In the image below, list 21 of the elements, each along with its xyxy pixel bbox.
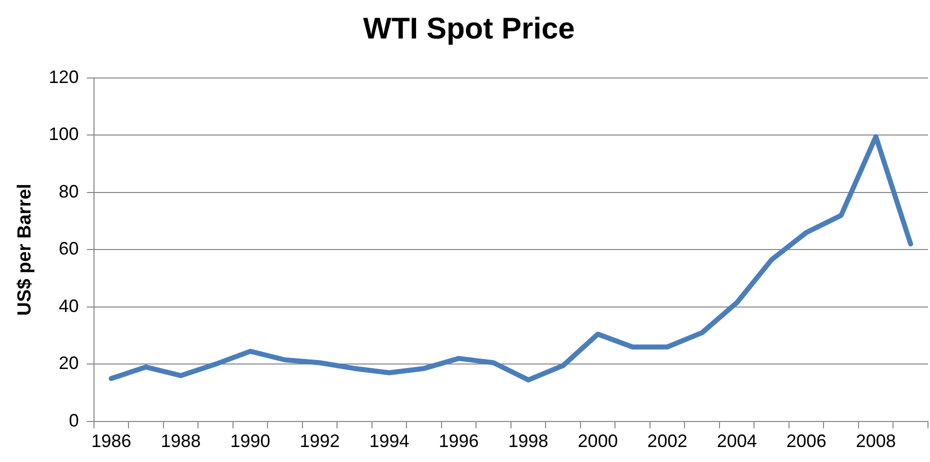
y-axis-title: US$ per Barrel	[14, 184, 36, 316]
y-tick-label: 20	[58, 353, 79, 374]
chart-title: WTI Spot Price	[363, 12, 575, 46]
y-tick-label: 120	[48, 66, 79, 87]
x-tick-label: 1996	[438, 431, 479, 452]
x-tick-label: 1986	[91, 431, 132, 452]
x-tick-label: 2000	[578, 431, 618, 452]
y-tick-label: 80	[58, 181, 79, 202]
y-tick-label: 60	[58, 238, 79, 259]
x-tick-label: 2006	[786, 431, 826, 452]
x-tick-label: 1992	[300, 431, 340, 452]
x-tick-label: 1988	[160, 431, 201, 452]
x-tick-label: 1990	[230, 431, 270, 452]
x-tick-label: 1994	[369, 431, 410, 452]
x-tick-label: 1998	[508, 431, 548, 452]
x-tick-label: 2008	[856, 431, 896, 452]
y-tick-label: 0	[68, 410, 79, 430]
x-tick-label: 2004	[716, 431, 757, 452]
y-tick-label: 100	[48, 124, 79, 144]
y-tick-label: 40	[58, 296, 79, 316]
x-tick-label: 2002	[647, 431, 688, 452]
